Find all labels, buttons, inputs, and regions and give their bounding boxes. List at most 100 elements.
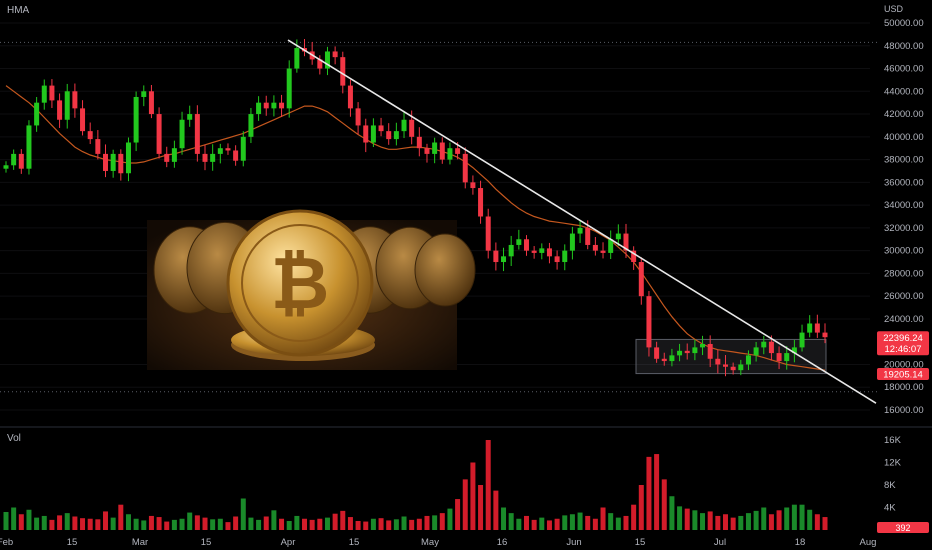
price-tick-label: 42000.00 (884, 109, 924, 120)
candle-down (684, 343, 690, 360)
price-tick-label: 30000.00 (884, 246, 924, 257)
price-tick-label: 38000.00 (884, 155, 924, 166)
time-tick-label: Aug (860, 537, 877, 548)
volume-bar (18, 514, 24, 530)
volume-bar (654, 454, 660, 530)
volume-axis[interactable]: 16K 12K 8K 4K (884, 435, 902, 514)
candle-down (164, 146, 170, 168)
candle-down (156, 107, 162, 159)
volume-bar (531, 519, 537, 530)
candle-down (730, 362, 736, 375)
candle-down (340, 51, 346, 94)
volume-bar (202, 517, 208, 530)
candle-up (738, 359, 744, 376)
volume-bar (363, 521, 369, 530)
price-tick-label: 40000.00 (884, 132, 924, 143)
volume-bar (516, 518, 522, 530)
volume-bar (355, 521, 361, 530)
volume-bar (194, 515, 200, 530)
candle-down (822, 323, 828, 344)
volume-bar (569, 514, 575, 530)
candle-down (776, 346, 782, 370)
candle-down (317, 55, 323, 75)
volume-bar (523, 515, 529, 530)
volume-bar (692, 510, 698, 530)
volume-bar (125, 514, 131, 530)
volume-bar (738, 515, 744, 530)
candle-down (493, 242, 499, 271)
time-axis[interactable]: Feb 15 Mar 15 Apr 15 May 16 Jun 15 Jul 18 Aug (0, 537, 876, 548)
candle-up (761, 335, 767, 355)
volume-bar (340, 510, 346, 530)
volume-bar (409, 519, 415, 530)
candle-down (118, 149, 124, 181)
volume-bar (784, 507, 790, 530)
trendline[interactable] (287, 39, 877, 404)
volume-label[interactable]: Vol (7, 433, 21, 444)
volume-bar (799, 504, 805, 530)
time-tick-label: Jul (714, 537, 726, 548)
main-coin-ring (241, 224, 359, 342)
candle-down (263, 95, 269, 116)
volume-bar (179, 518, 185, 530)
price-tick-label: 34000.00 (884, 200, 924, 211)
candle-up (501, 247, 507, 272)
candle-down (478, 180, 484, 224)
candle-down (424, 143, 430, 163)
candle-up (248, 107, 254, 144)
candle-up (64, 83, 70, 129)
time-tick-label: 15 (67, 537, 78, 548)
volume-bar (501, 507, 507, 530)
candle-down (416, 127, 422, 157)
volume-bar (324, 517, 330, 530)
volume-bar (478, 485, 484, 530)
volume-bar (370, 518, 376, 530)
volume-bar (646, 456, 652, 530)
volume-bar (49, 519, 55, 530)
volume-bar (103, 511, 109, 530)
volume-bar (562, 515, 568, 530)
volume-bar (294, 515, 300, 530)
price-axis[interactable]: USD 50000.00 48000.00 46000.00 44000.00 42000… (884, 4, 924, 416)
volume-bar (447, 508, 453, 530)
volume-bar (577, 512, 583, 530)
candle-down (661, 352, 667, 366)
volume-tick-label: 8K (884, 480, 896, 491)
volume-bar (317, 518, 323, 530)
background-coin (414, 233, 476, 307)
volume-bar (715, 515, 721, 530)
candle-up (370, 118, 376, 147)
candle-up (179, 111, 185, 155)
candle-down (439, 137, 445, 164)
candle-down (531, 246, 537, 259)
volume-bar (615, 517, 621, 530)
volume-bar (493, 490, 499, 530)
candle-down (722, 355, 728, 377)
time-tick-label: May (421, 537, 439, 548)
volume-bar (225, 522, 231, 530)
candle-up (11, 149, 17, 170)
candle-up (271, 95, 277, 117)
price-tick-label: 26000.00 (884, 291, 924, 302)
candle-down (646, 290, 652, 357)
volume-bar (279, 518, 285, 530)
candle-up (125, 137, 131, 182)
volume-bar (26, 509, 32, 530)
time-tick-label: Feb (0, 537, 13, 548)
volume-bar (210, 519, 216, 530)
price-tick-label: 44000.00 (884, 86, 924, 97)
volume-bar (684, 508, 690, 530)
price-tick-label: 20000.00 (884, 359, 924, 370)
candle-up (240, 131, 246, 167)
volume-bar (64, 513, 70, 530)
volume-bar (156, 517, 162, 530)
candle-up (615, 224, 621, 246)
indicator-label[interactable]: HMA (7, 5, 30, 16)
candle-down (631, 246, 637, 270)
volume-bar (41, 515, 47, 530)
candle-down (148, 84, 154, 119)
candle-up (799, 324, 805, 352)
volume-bar (118, 504, 124, 530)
volume-bar (585, 515, 591, 530)
